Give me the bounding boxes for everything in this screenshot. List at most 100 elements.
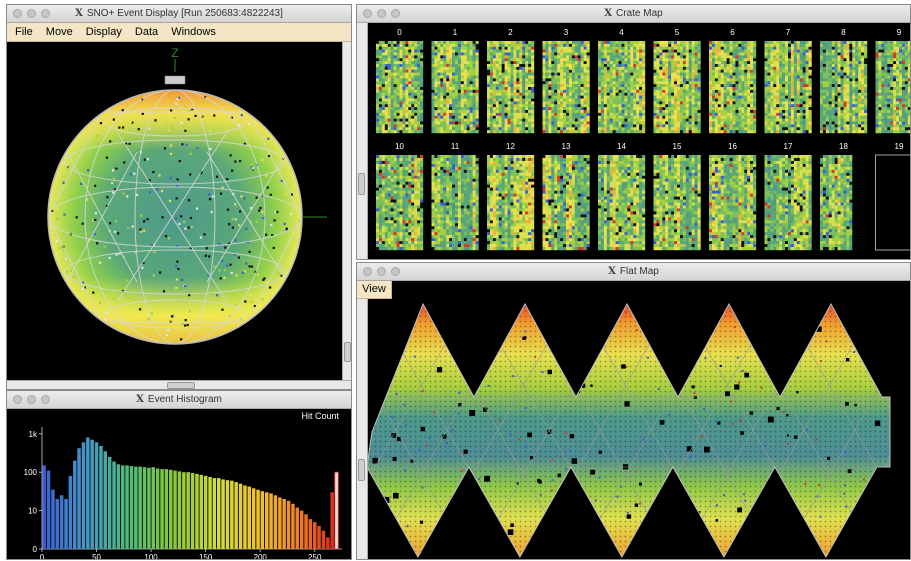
pmt-hit bbox=[228, 314, 231, 317]
crate-10[interactable] bbox=[376, 155, 424, 251]
crate-14[interactable] bbox=[598, 155, 646, 251]
pmt-hit bbox=[234, 218, 237, 221]
crate-12[interactable] bbox=[487, 155, 535, 251]
crate-4[interactable] bbox=[598, 41, 646, 134]
zoom-window-button[interactable] bbox=[391, 267, 400, 276]
pmt-hit bbox=[458, 403, 462, 407]
view-menu-button[interactable]: View bbox=[357, 281, 392, 299]
crate-1[interactable] bbox=[431, 41, 479, 134]
close-window-button[interactable] bbox=[13, 9, 22, 18]
crate-15[interactable] bbox=[653, 155, 701, 251]
pmt-hit bbox=[184, 227, 187, 230]
close-window-button[interactable] bbox=[363, 267, 372, 276]
crate-3[interactable] bbox=[542, 41, 590, 134]
menu-move[interactable]: Move bbox=[45, 26, 73, 38]
pmt-hit bbox=[675, 521, 678, 524]
crate-6[interactable] bbox=[709, 41, 757, 134]
crate-8[interactable] bbox=[820, 41, 868, 134]
pmt-hit bbox=[847, 469, 852, 473]
histogram-bar bbox=[299, 510, 304, 549]
crate-17[interactable] bbox=[764, 155, 812, 251]
pmt-hit bbox=[167, 237, 171, 240]
crate-0[interactable] bbox=[376, 41, 424, 134]
pmt-hit bbox=[56, 217, 59, 221]
minimize-window-button[interactable] bbox=[27, 9, 36, 18]
pmt-hit bbox=[516, 482, 519, 485]
minimize-window-button[interactable] bbox=[377, 267, 386, 276]
crate-label: 2 bbox=[508, 28, 513, 37]
event-histogram-window: X Event Histogram Hit Count 1k 100 10 0 0 50 10… bbox=[6, 390, 352, 560]
histogram-bar bbox=[164, 469, 169, 549]
pmt-hit bbox=[290, 254, 293, 257]
minimize-window-button[interactable] bbox=[377, 9, 386, 18]
crate-16[interactable] bbox=[709, 155, 757, 251]
pmt-hit bbox=[148, 191, 152, 194]
crate-13[interactable] bbox=[542, 155, 590, 251]
flat-map-titlebar[interactable]: X Flat Map bbox=[357, 263, 910, 281]
crate-19[interactable] bbox=[875, 154, 911, 251]
event-display-titlebar[interactable]: X SNO+ Event Display [Run 250683:4822243] bbox=[7, 5, 351, 23]
crate-11[interactable] bbox=[431, 155, 479, 251]
menu-file[interactable]: File bbox=[15, 26, 33, 38]
zoom-window-button[interactable] bbox=[391, 9, 400, 18]
event-display-hscroll[interactable] bbox=[7, 380, 351, 389]
pmt-hit bbox=[270, 223, 273, 227]
zoom-window-button[interactable] bbox=[41, 9, 50, 18]
pmt-hit bbox=[191, 108, 194, 111]
close-window-button[interactable] bbox=[363, 9, 372, 18]
crate-grid[interactable]: 0 1 2 3 4 5 6 7 8 910 11 12 13 14 15 16 17 18 19 bbox=[368, 23, 911, 259]
crate-label: 15 bbox=[673, 142, 682, 151]
pmt-hit bbox=[522, 336, 526, 340]
histogram-bar bbox=[81, 442, 86, 549]
minimize-window-button[interactable] bbox=[27, 395, 36, 404]
pmt-hit bbox=[684, 307, 691, 314]
pmt-hit bbox=[524, 407, 527, 410]
histogram-bar bbox=[155, 468, 160, 549]
menu-windows[interactable]: Windows bbox=[171, 26, 216, 38]
pmt-hit bbox=[278, 272, 281, 275]
pmt-hit bbox=[186, 323, 189, 327]
zoom-window-button[interactable] bbox=[41, 395, 50, 404]
event-display-vscroll[interactable] bbox=[342, 42, 351, 380]
crate-label: 4 bbox=[619, 28, 624, 37]
crate-7[interactable] bbox=[764, 41, 812, 134]
histogram-bar bbox=[230, 480, 234, 549]
icosahedral-flat-map[interactable] bbox=[368, 299, 911, 560]
pmt-hit bbox=[188, 109, 191, 112]
pmt-hit bbox=[404, 424, 407, 427]
pmt-hit bbox=[163, 147, 167, 150]
crate-5[interactable] bbox=[653, 41, 701, 134]
detector-view[interactable]: Z bbox=[7, 42, 342, 380]
pmt-hit bbox=[731, 422, 734, 425]
pmt-hit bbox=[758, 552, 764, 557]
scroll-thumb[interactable] bbox=[344, 342, 351, 362]
scroll-thumb[interactable] bbox=[358, 173, 365, 195]
menu-display[interactable]: Display bbox=[85, 26, 122, 38]
pmt-hit bbox=[131, 225, 134, 228]
crate-label: 14 bbox=[617, 142, 626, 151]
pmt-hit bbox=[75, 216, 78, 219]
crate-map-titlebar[interactable]: X Crate Map bbox=[357, 5, 910, 23]
pmt-hit bbox=[518, 438, 521, 441]
histogram-titlebar[interactable]: X Event Histogram bbox=[7, 391, 351, 409]
crate-label: 1 bbox=[453, 28, 458, 37]
scroll-thumb[interactable] bbox=[167, 382, 195, 389]
pmt-hit bbox=[565, 371, 568, 374]
pmt-hit bbox=[484, 548, 487, 551]
flat-map-vscroll[interactable] bbox=[357, 299, 368, 559]
pmt-hit bbox=[391, 416, 394, 419]
pmt-hit bbox=[171, 126, 174, 129]
pmt-hit bbox=[177, 267, 180, 271]
pmt-hit bbox=[169, 177, 172, 180]
crate-2[interactable] bbox=[487, 41, 535, 134]
crate-9[interactable] bbox=[875, 41, 911, 134]
pmt-hit bbox=[845, 402, 849, 406]
crate-map-vscroll[interactable] bbox=[357, 23, 368, 259]
pmt-hit bbox=[843, 492, 846, 495]
close-window-button[interactable] bbox=[13, 395, 22, 404]
menu-data[interactable]: Data bbox=[134, 26, 159, 38]
histogram-bar bbox=[317, 525, 321, 549]
scroll-thumb[interactable] bbox=[358, 459, 365, 481]
crate-18[interactable] bbox=[820, 155, 868, 251]
